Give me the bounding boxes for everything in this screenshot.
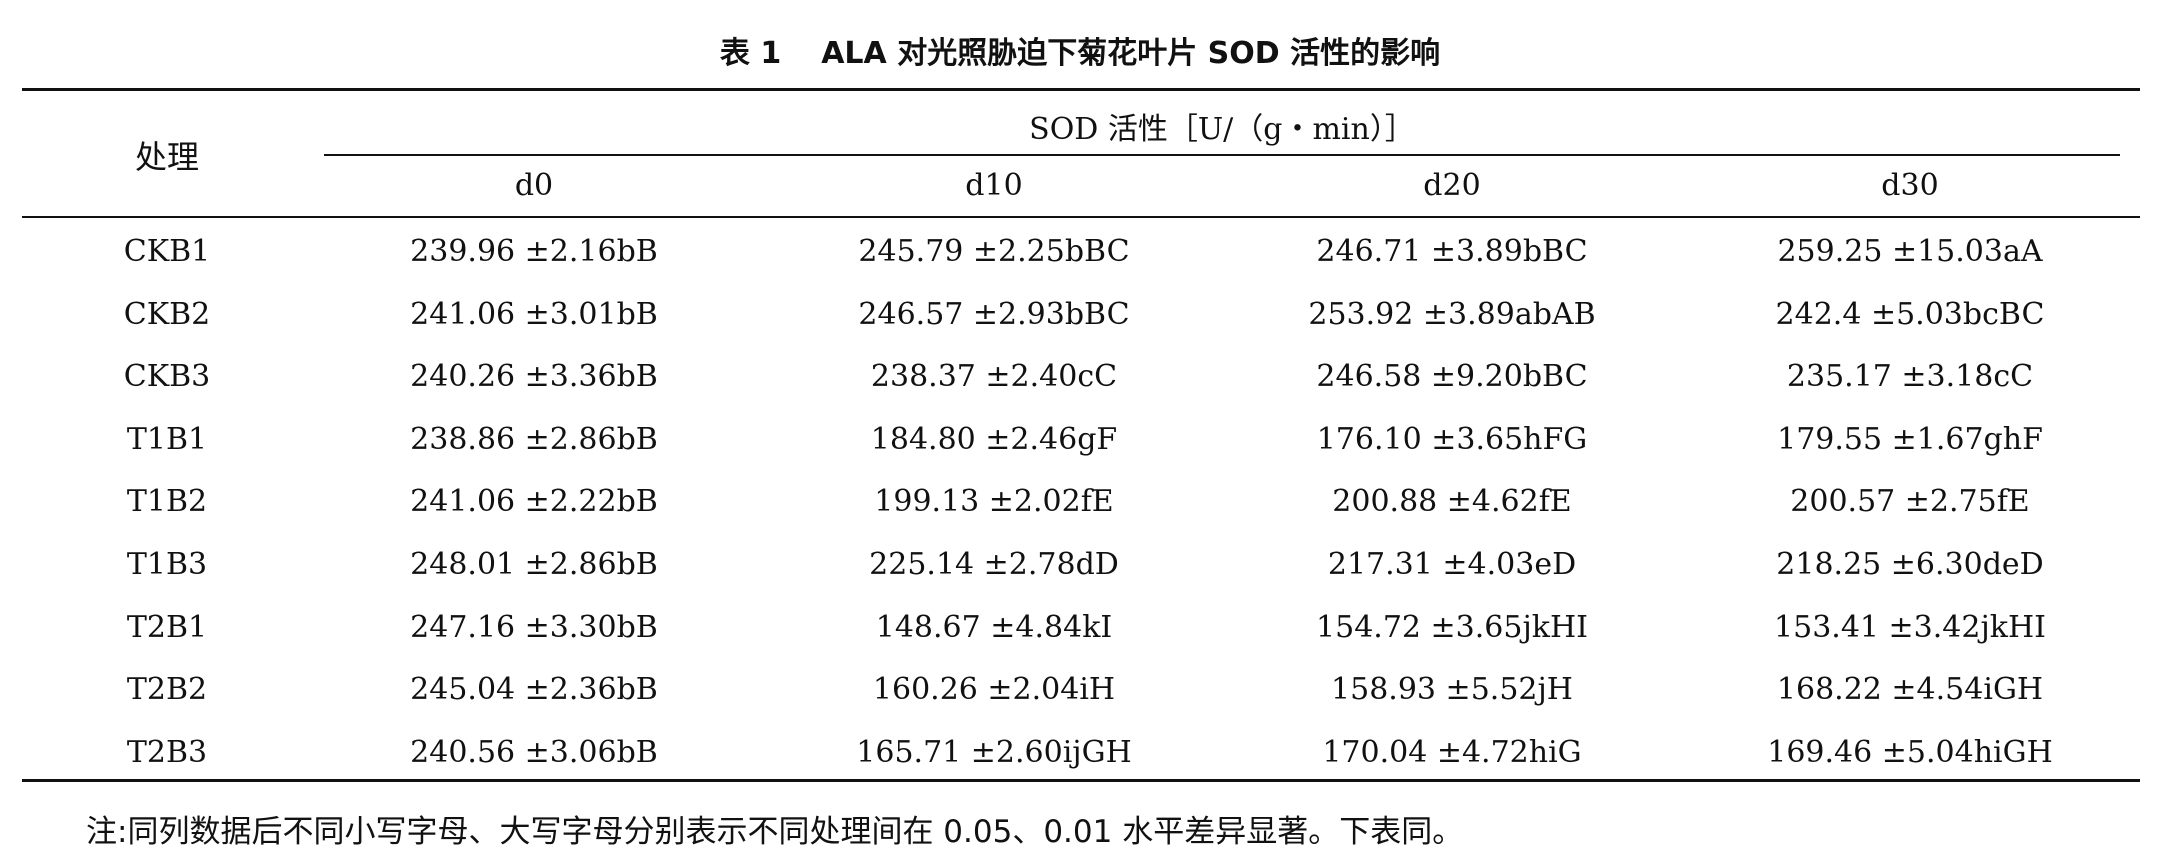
table-caption: 表 1 ALA 对光照胁迫下菊花叶片 SOD 活性的影响 xyxy=(0,28,2160,72)
value-cell: 200.88 ±4.62fE xyxy=(1332,484,1572,519)
value-cell: 246.57 ±2.93bBC xyxy=(858,297,1130,332)
value-cell: 225.14 ±2.78dD xyxy=(869,547,1119,582)
value-cell: 160.26 ±2.04iH xyxy=(872,672,1116,707)
value-cell: 148.67 ±4.84kI xyxy=(875,610,1113,645)
value-cell: 242.4 ±5.03bcBC xyxy=(1775,297,2045,332)
value-cell: 248.01 ±2.86bB xyxy=(410,547,658,582)
table-note: 注:同列数据后不同小写字母、大写字母分别表示不同处理间在 0.05、0.01 水… xyxy=(86,814,1464,850)
value-cell: 176.10 ±3.65hFG xyxy=(1316,422,1588,457)
value-cell: 238.37 ±2.40cC xyxy=(870,359,1118,394)
table-number: 表 1 xyxy=(719,36,782,71)
treatment-cell: CKB3 xyxy=(123,359,211,394)
value-cell: 247.16 ±3.30bB xyxy=(410,610,658,645)
subheader-rule xyxy=(324,154,2120,156)
header-sod-activity: SOD 活性［U/（g・min）］ xyxy=(1029,112,1415,147)
value-cell: 170.04 ±4.72hiG xyxy=(1322,735,1582,770)
treatment-cell: CKB2 xyxy=(123,297,211,332)
value-cell: 158.93 ±5.52jH xyxy=(1331,672,1573,707)
top-rule xyxy=(22,88,2140,91)
treatment-cell: T1B3 xyxy=(126,547,208,582)
value-cell: 217.31 ±4.03eD xyxy=(1327,547,1577,582)
treatment-cell: T2B3 xyxy=(126,735,208,770)
value-cell: 218.25 ±6.30deD xyxy=(1776,547,2044,582)
value-cell: 168.22 ±4.54iGH xyxy=(1776,672,2044,707)
header-rule xyxy=(22,216,2140,218)
bottom-rule xyxy=(22,779,2140,782)
value-cell: 245.04 ±2.36bB xyxy=(410,672,658,707)
value-cell: 184.80 ±2.46gF xyxy=(870,422,1118,457)
treatment-cell: T2B1 xyxy=(126,610,208,645)
value-cell: 199.13 ±2.02fE xyxy=(874,484,1114,519)
value-cell: 239.96 ±2.16bB xyxy=(410,234,658,269)
header-day-d20: d20 xyxy=(1423,168,1481,203)
table-title: ALA 对光照胁迫下菊花叶片 SOD 活性的影响 xyxy=(821,36,1441,71)
value-cell: 240.56 ±3.06bB xyxy=(410,735,658,770)
value-cell: 169.46 ±5.04hiGH xyxy=(1767,735,2053,770)
value-cell: 165.71 ±2.60ijGH xyxy=(856,735,1132,770)
value-cell: 200.57 ±2.75fE xyxy=(1790,484,2030,519)
treatment-cell: T1B2 xyxy=(126,484,208,519)
value-cell: 241.06 ±2.22bB xyxy=(410,484,658,519)
value-cell: 235.17 ±3.18cC xyxy=(1786,359,2034,394)
value-cell: 240.26 ±3.36bB xyxy=(410,359,658,394)
header-treatment: 处理 xyxy=(134,138,199,176)
value-cell: 246.71 ±3.89bBC xyxy=(1316,234,1588,269)
header-day-d10: d10 xyxy=(965,168,1023,203)
value-cell: 246.58 ±9.20bBC xyxy=(1316,359,1588,394)
treatment-cell: T2B2 xyxy=(126,672,208,707)
value-cell: 241.06 ±3.01bB xyxy=(410,297,658,332)
treatment-cell: T1B1 xyxy=(126,422,208,457)
value-cell: 154.72 ±3.65jkHI xyxy=(1316,610,1588,645)
value-cell: 245.79 ±2.25bBC xyxy=(858,234,1130,269)
value-cell: 238.86 ±2.86bB xyxy=(410,422,658,457)
value-cell: 153.41 ±3.42jkHI xyxy=(1774,610,2046,645)
treatment-cell: CKB1 xyxy=(123,234,211,269)
value-cell: 259.25 ±15.03aA xyxy=(1777,234,2043,269)
value-cell: 179.55 ±1.67ghF xyxy=(1777,422,2043,457)
header-day-d30: d30 xyxy=(1881,168,1939,203)
value-cell: 253.92 ±3.89abAB xyxy=(1308,297,1596,332)
header-day-d0: d0 xyxy=(514,168,554,203)
